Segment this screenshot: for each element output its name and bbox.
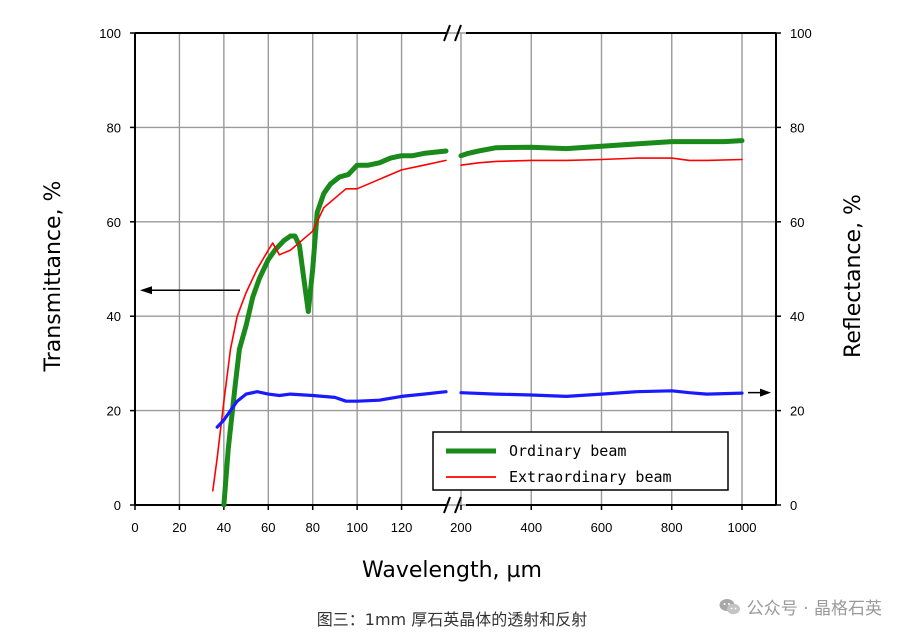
figure-caption: 图三：1mm 厚石英晶体的透射和反射 (316, 610, 588, 629)
watermark-text: 公众号 · 晶格石英 (746, 599, 882, 619)
axes (130, 24, 781, 514)
y-axis-right-label: Reflectance, % (841, 194, 866, 358)
y-tick-label-left: 100 (99, 26, 121, 41)
x-tick-label: 60 (261, 520, 275, 535)
y-tick-label-right: 80 (790, 120, 804, 135)
x-tick-label: 600 (591, 520, 613, 535)
x-tick-label: 40 (217, 520, 231, 535)
x-tick-label: 0 (131, 520, 138, 535)
x-tick-label: 800 (661, 520, 683, 535)
y-tick-label-right: 20 (790, 404, 804, 419)
y-tick-label-left: 20 (107, 404, 121, 419)
right-arrowhead (760, 388, 771, 397)
y-tick-label-right: 100 (790, 26, 812, 41)
legend-label: Extraordinary beam (509, 468, 672, 486)
x-tick-label: 1000 (728, 520, 757, 535)
series-line-extraordinary-beam (212, 157, 743, 492)
legend-label: Ordinary beam (509, 442, 626, 460)
y-axis-left-label: Transmittance, % (41, 181, 66, 373)
y-tick-label-right: 0 (790, 498, 797, 513)
axis-arrows (140, 286, 771, 397)
left-arrowhead (140, 286, 152, 295)
x-tick-label: 200 (450, 520, 472, 535)
axis-break-mark (454, 496, 462, 514)
axis-break-mark (454, 24, 462, 42)
wechat-icon (719, 598, 740, 614)
series-line-reflectance (215, 389, 744, 429)
axis-break-mark (443, 24, 451, 42)
legend-box (432, 431, 729, 491)
x-tick-label: 400 (520, 520, 542, 535)
x-tick-label: 100 (346, 520, 368, 535)
y-tick-label-right: 40 (790, 309, 804, 324)
series-lines (212, 138, 745, 508)
x-tick-label: 20 (172, 520, 186, 535)
y-tick-label-left: 60 (107, 215, 121, 230)
x-tick-label: 120 (391, 520, 413, 535)
legend: Ordinary beam Extraordinary beam (432, 431, 729, 491)
y-tick-label-left: 80 (107, 120, 121, 135)
watermark: 公众号 · 晶格石英 (719, 594, 882, 619)
x-axis-label: Wavelength, µm (362, 558, 542, 583)
x-tick-label: 80 (305, 520, 319, 535)
y-tick-label-right: 60 (790, 215, 804, 230)
axis-break-mark (443, 496, 451, 514)
y-tick-label-left: 40 (107, 309, 121, 324)
y-tick-label-left: 0 (114, 498, 121, 513)
series-line-ordinary-beam (221, 138, 745, 508)
